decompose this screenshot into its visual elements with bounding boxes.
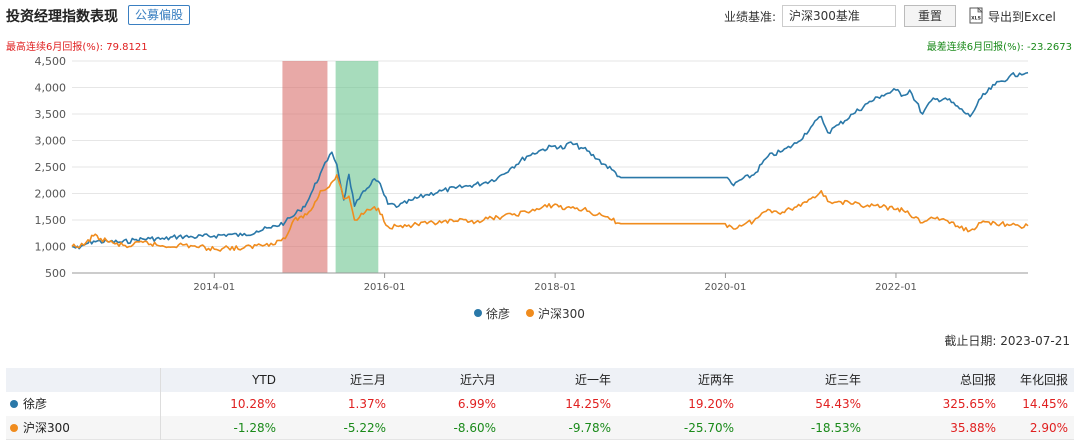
cell-ytd: 10.28% [230,397,276,411]
x-tick-label: 2022-01 [875,282,917,293]
x-tick-label: 2014-01 [193,282,235,293]
legend-dot-index [526,309,534,317]
header-3y: 近三年 [824,373,861,387]
column-divider [160,368,161,440]
y-tick-label: 4,500 [35,55,67,68]
cutoff-date: 截止日期: 2023-07-21 [944,334,1070,348]
y-tick-label: 2,500 [35,161,67,174]
cell-total: 35.88% [950,421,996,435]
header-3m: 近三月 [349,373,386,387]
y-tick-label: 1,500 [35,214,67,227]
cell-6m: 6.99% [457,397,496,411]
header-total: 总回报 [959,373,996,387]
header-1y: 近一年 [574,373,611,387]
shaded-bands [282,61,379,273]
y-tick-label: 500 [45,267,66,280]
cell-3y: 54.43% [815,397,861,411]
cell-2y: -25.70% [683,421,734,435]
cell-1y: -9.78% [568,421,611,435]
category-tag[interactable]: 公募偏股 [128,5,191,25]
cell-6m: -8.60% [453,421,496,435]
reset-button[interactable]: 重置 [904,5,956,27]
y-tick-label: 3,500 [35,108,67,121]
legend-label-manager: 徐彦 [486,307,511,321]
x-tick-label: 2020-01 [705,282,747,293]
cell-1y: 14.25% [565,397,611,411]
x-tick-label: 2018-01 [534,282,576,293]
benchmark-input[interactable]: 沪深300基准 [782,5,896,27]
series-lines [71,71,1029,252]
y-tick-label: 1,000 [35,241,67,254]
legend-dot-manager [474,309,482,317]
grid-lines [72,60,1028,274]
cell-total: 325.65% [942,397,996,411]
series-line-index [71,174,1029,252]
benchmark-label: 业绩基准: [724,10,777,24]
row-name-manager: 徐彦 [10,392,160,416]
cell-3y: -18.53% [810,421,861,435]
cell-3m: 1.37% [347,397,386,411]
cell-3m: -5.22% [343,421,386,435]
header-6m: 近六月 [459,373,496,387]
page-title: 投资经理指数表现 [6,9,118,25]
row-label: 徐彦 [23,397,48,411]
y-tick-label: 2,000 [35,188,67,201]
worst-6m-band [335,61,379,273]
cell-2y: 19.20% [688,397,734,411]
header-ytd: YTD [252,373,276,387]
cell-annual: 14.45% [1022,397,1068,411]
series-dot-index [10,424,18,432]
header-annual: 年化回报 [1019,373,1068,387]
series-line-manager [71,71,1029,250]
cell-ytd: -1.28% [233,421,276,435]
y-tick-label: 3,000 [35,135,67,148]
table-row: 沪深300 -1.28% -5.22% -8.60% -9.78% -25.70… [6,416,1074,440]
cell-annual: 2.90% [1029,421,1068,435]
row-label: 沪深300 [23,421,70,435]
table-row: 徐彦 10.28% 1.37% 6.99% 14.25% 19.20% 54.4… [6,392,1074,416]
legend-label-index: 沪深300 [538,307,585,321]
svg-text:XLS: XLS [971,16,981,22]
performance-chart: 500 1,000 1,500 2,000 2,500 3,000 3,500 4,000 4,… [35,55,1029,293]
y-tick-label: 4,000 [35,82,67,95]
axes: 500 1,000 1,500 2,000 2,500 3,000 3,500 4,000 4,… [35,55,1028,293]
xls-file-icon: XLS [969,7,983,24]
best-6m-band [282,61,328,273]
export-label: 导出到Excel [988,10,1056,24]
table-header-row: YTD 近三月 近六月 近一年 近两年 近三年 总回报 年化回报 [6,368,1074,392]
best-6m-return: 最高连续6月回报(%): 79.8121 [6,42,148,53]
worst-6m-return: 最差连续6月回报(%): -23.2673 [926,42,1072,53]
row-name-index: 沪深300 [10,416,160,440]
series-dot-manager [10,400,18,408]
header-2y: 近两年 [697,373,734,387]
x-tick-label: 2016-01 [364,282,406,293]
header: 投资经理指数表现 公募偏股 业绩基准: 沪深300基准 重置 XLS 导出到Ex… [0,0,1080,32]
